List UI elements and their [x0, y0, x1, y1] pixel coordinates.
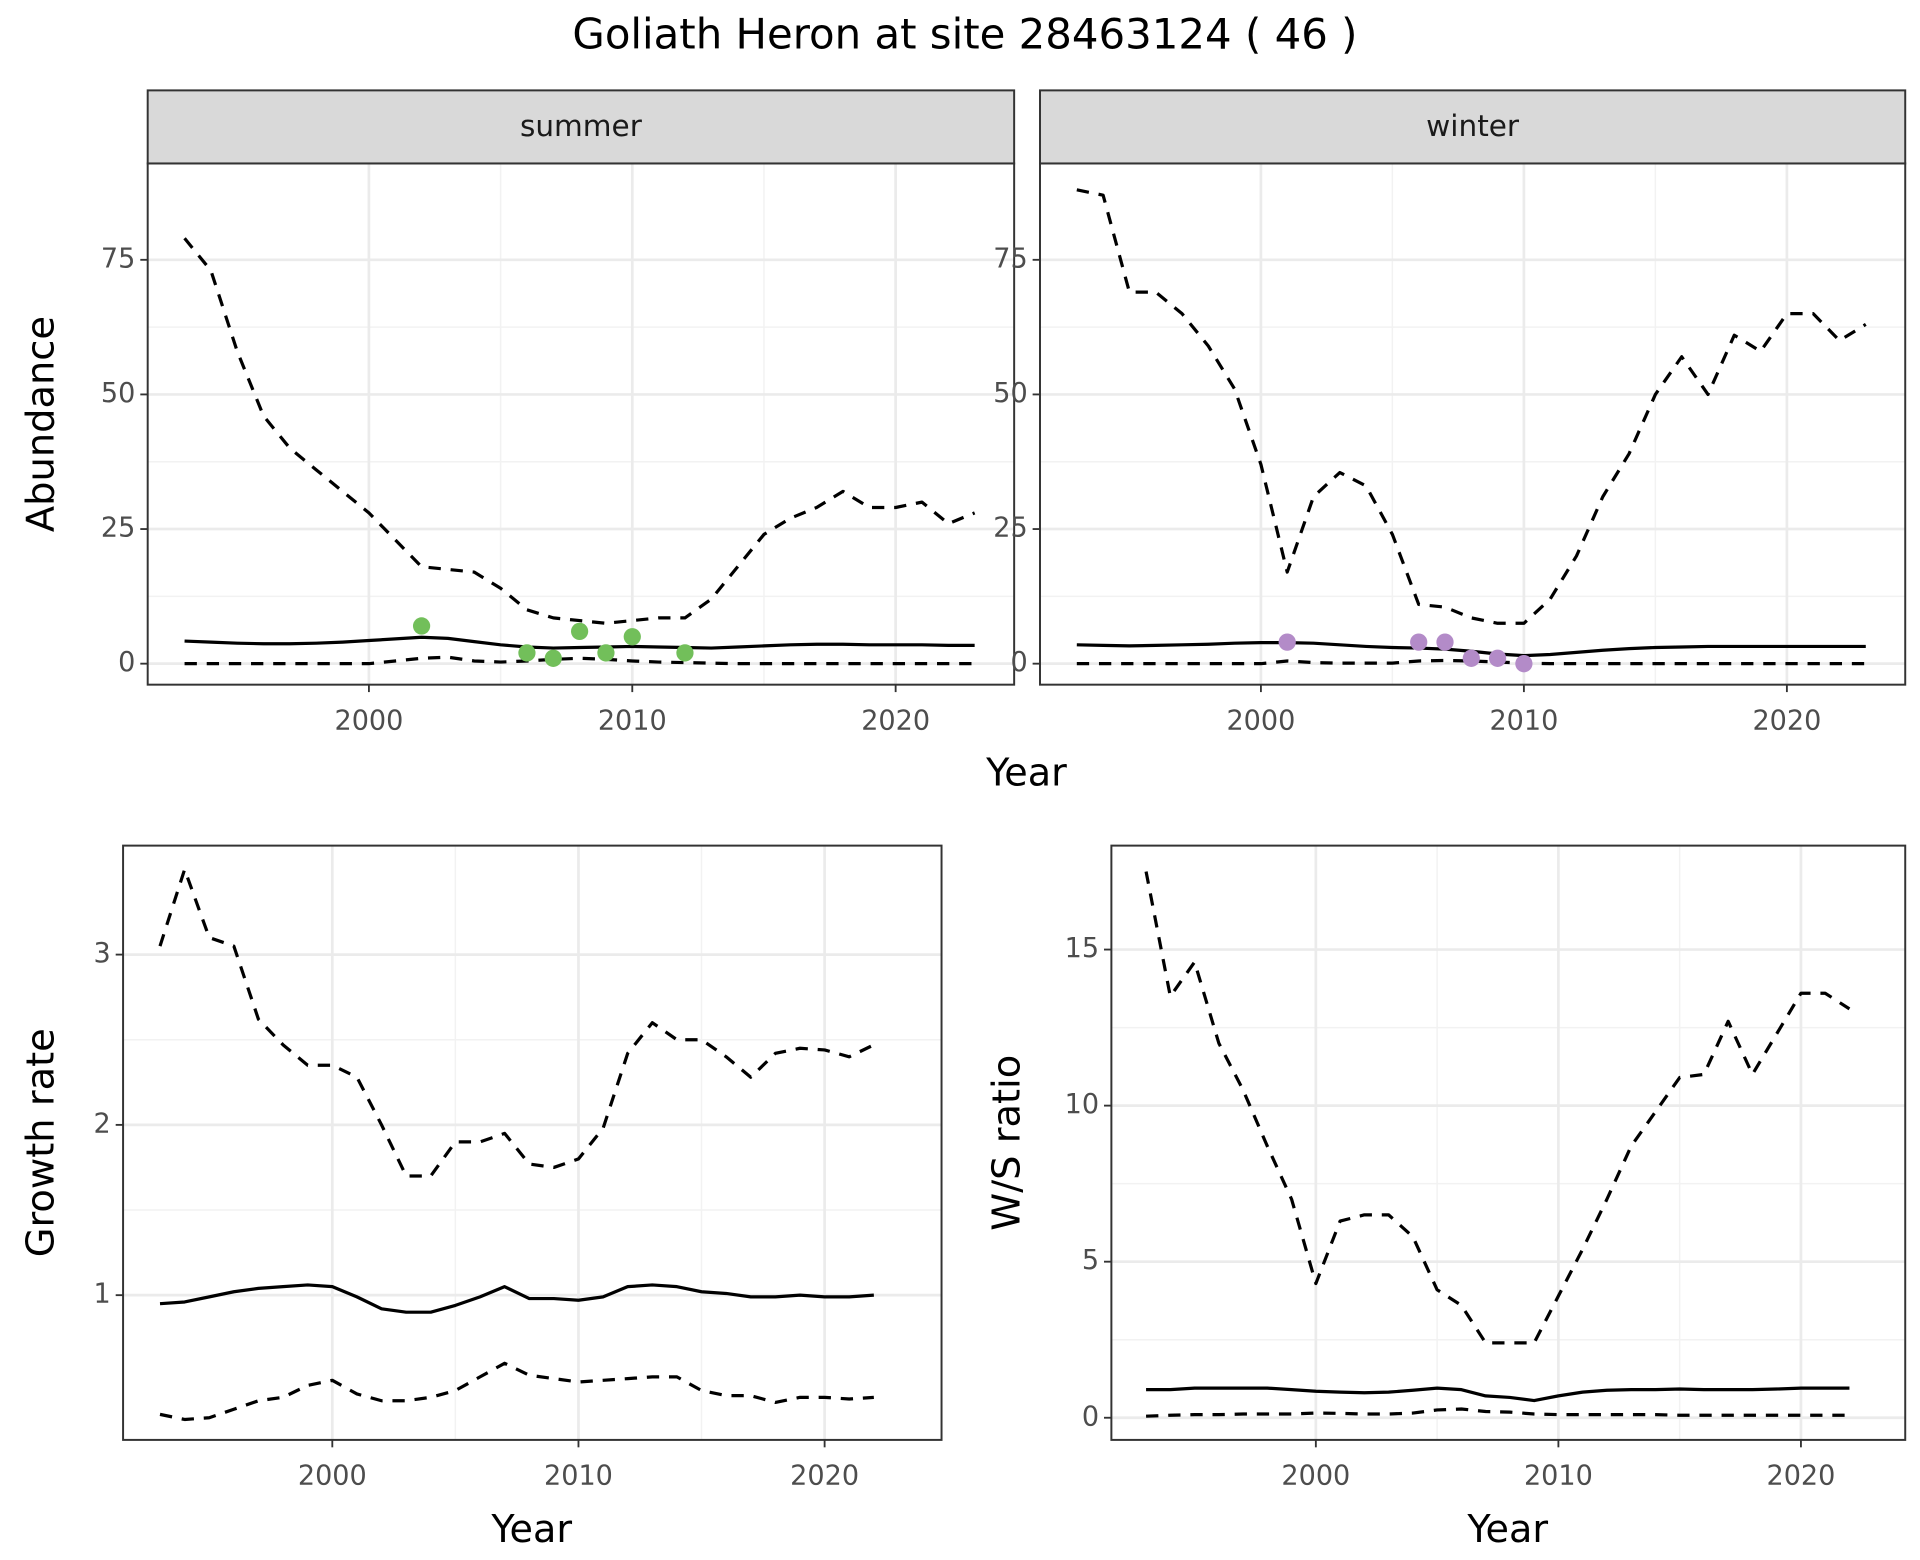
facet-label: summer: [520, 109, 643, 143]
x-tick-label: 2020: [1767, 1460, 1836, 1491]
facet-strip: [146, 89, 1016, 165]
interval-line: [158, 867, 875, 1178]
x-tick-label: 2000: [1281, 1460, 1350, 1491]
y-tick-label: 25: [101, 513, 135, 544]
x-tick-label: 2020: [861, 705, 930, 736]
estimate-line: [184, 635, 975, 650]
data-point: [518, 644, 536, 662]
x-tick-label: 2000: [334, 705, 403, 736]
interval-line: [1146, 1407, 1850, 1418]
x-tick-label: 2010: [544, 1460, 613, 1491]
y-tick-label: 1: [94, 1279, 111, 1310]
x-axis-title: Year: [985, 750, 1067, 795]
y-tick-label: 75: [993, 243, 1027, 274]
interval-line: [183, 237, 976, 625]
data-point: [570, 622, 589, 641]
data-point: [412, 617, 431, 635]
data-point: [544, 649, 562, 667]
x-tick-label: 2000: [1226, 705, 1295, 736]
y-tick-label: 0: [1082, 1401, 1099, 1432]
x-tick-label: 2000: [298, 1460, 367, 1491]
y-tick-label: 75: [101, 243, 135, 274]
data-point: [1462, 649, 1480, 667]
data-point: [1410, 633, 1428, 651]
interval-line: [1076, 188, 1867, 625]
data-point: [623, 628, 641, 646]
interval-line: [1144, 871, 1851, 1345]
y-axis-title: Abundance: [19, 316, 64, 532]
y-tick-label: 25: [993, 513, 1027, 544]
data-point: [1515, 654, 1533, 673]
x-tick-label: 2010: [598, 705, 667, 736]
x-axis-title: Year: [1466, 1507, 1548, 1552]
y-axis-title: W/S ratio: [985, 1055, 1030, 1231]
facet-strip: [1039, 89, 1907, 165]
data-point: [1436, 633, 1454, 651]
panel-background: [123, 845, 942, 1440]
estimate-line: [159, 1283, 874, 1314]
panel-background: [1040, 163, 1906, 685]
figure-title: Goliath Heron at site 28463124 ( 46 ): [572, 10, 1357, 59]
data-point: [676, 644, 694, 662]
y-tick-label: 2: [94, 1108, 111, 1139]
x-axis-title: Year: [490, 1507, 572, 1552]
panel-background: [1111, 845, 1906, 1440]
x-tick-label: 2010: [1524, 1460, 1593, 1491]
y-tick-label: 5: [1082, 1245, 1099, 1276]
y-tick-label: 0: [1010, 647, 1027, 678]
x-tick-label: 2010: [1489, 705, 1558, 736]
panel-background: [147, 163, 1015, 685]
data-point: [1488, 649, 1507, 667]
data-point: [1278, 633, 1296, 651]
y-axis-title: Growth rate: [19, 1028, 64, 1257]
y-tick-label: 15: [1065, 933, 1099, 964]
panel-border: [1110, 844, 1907, 1441]
y-tick-label: 50: [101, 378, 135, 409]
y-tick-label: 10: [1065, 1089, 1099, 1120]
x-tick-label: 2020: [1752, 705, 1821, 736]
x-tick-label: 2020: [790, 1460, 859, 1491]
panel-border: [122, 844, 943, 1441]
y-tick-label: 50: [993, 378, 1027, 409]
y-tick-label: 0: [118, 647, 135, 678]
y-tick-label: 3: [94, 938, 111, 969]
interval-line: [159, 1361, 874, 1422]
facet-label: winter: [1426, 109, 1520, 143]
data-point: [597, 644, 615, 662]
estimate-line: [1146, 1386, 1850, 1403]
